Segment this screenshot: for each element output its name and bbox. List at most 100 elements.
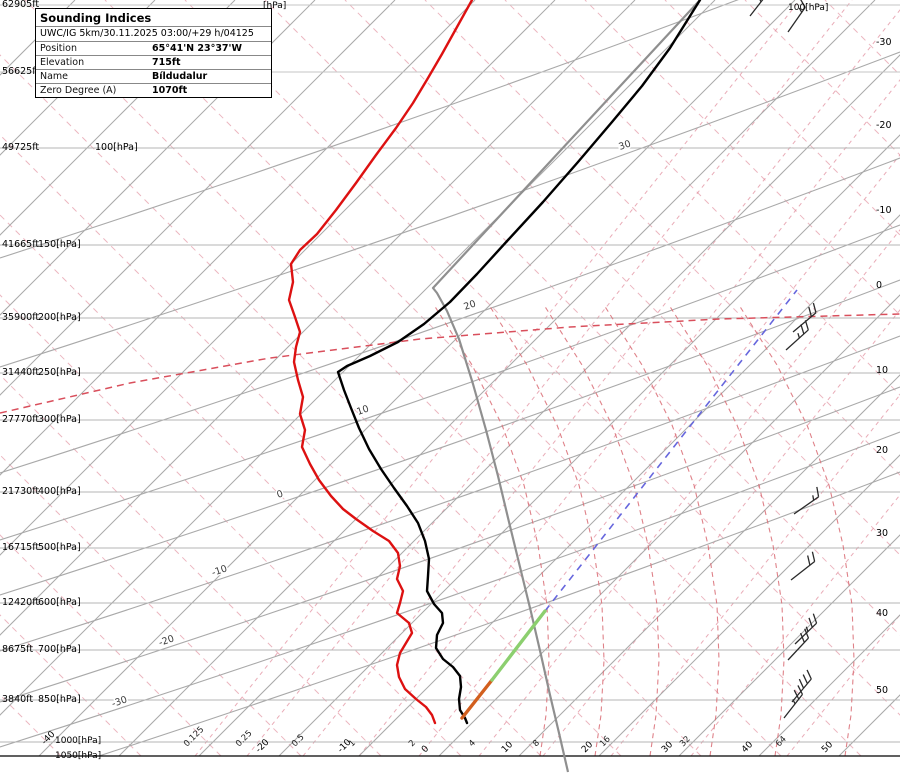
info-row-zero-degree: Zero Degree (A) 1070ft: [36, 83, 271, 97]
wind-barb: [787, 628, 810, 661]
adiabat-dashed-line: [0, 454, 302, 756]
barb-tick: [807, 555, 811, 566]
barb-shaft: [792, 312, 817, 333]
adiabat-dashed-line: [24, 0, 782, 756]
barb-tick: [798, 678, 805, 689]
moist-adiabat-curve: [488, 304, 605, 756]
isotherm-line: [38, 0, 796, 756]
adiabat-dashed-line: [264, 0, 900, 636]
adiabat-dashed-line: [0, 214, 542, 756]
adiabat-dashed-line: [0, 54, 702, 756]
adiabat-dashed-line: [0, 294, 462, 756]
isotherm-line: [0, 0, 636, 636]
barb-half-tick: [797, 332, 800, 339]
dry-adiabat-curve: [0, 0, 739, 259]
barb-shaft: [791, 678, 812, 703]
isotherm-line: [118, 0, 876, 756]
barb-shaft: [785, 329, 809, 351]
adiabat-dashed-line: [0, 614, 142, 756]
barb-tick: [812, 613, 818, 624]
wind-barb: [791, 669, 812, 703]
adiabat-dashed-line: [104, 0, 862, 756]
moist-adiabat-curve: [543, 304, 660, 756]
mixing-ratio-line: [418, 154, 900, 756]
mixing-ratio-line: [786, 613, 900, 756]
barb-tick: [797, 685, 804, 695]
mixing-ratio-line: [246, 0, 853, 756]
dewpoint-curve: [287, 0, 474, 725]
barb-tick: [811, 551, 816, 562]
barb-tick: [812, 302, 817, 313]
barb-shaft: [787, 7, 806, 33]
isotherm-line: [0, 0, 316, 316]
isotherm-line: [358, 214, 900, 756]
barb-shaft: [787, 637, 809, 661]
adiabat-dashed-line: [0, 374, 382, 756]
info-row-value: 1070ft: [152, 85, 188, 96]
info-row-label: Zero Degree (A): [40, 85, 117, 96]
mixing-ratio-line: [690, 494, 900, 756]
isotherm-line: [0, 0, 476, 476]
wind-barb: [792, 302, 817, 333]
info-row-value: Bíldudalur: [152, 71, 208, 82]
isotherm-line: [278, 134, 900, 756]
mixing-parcel-line: [544, 289, 798, 612]
moist-adiabat-curve: [668, 304, 785, 756]
isotherm-line: [0, 0, 716, 716]
isotherm-line: [198, 54, 900, 756]
isotherm-line: [0, 0, 396, 396]
barb-shaft: [749, 0, 764, 17]
barb-tick: [804, 320, 809, 331]
barb-half-tick: [792, 699, 796, 705]
mixing-ratio-line: [610, 394, 900, 756]
mixing-ratio-line: [302, 9, 900, 756]
wind-barb: [783, 685, 804, 719]
adiabat-label: 10: [355, 403, 370, 417]
barb-shaft: [794, 622, 818, 645]
adiabat-dashed-line: [744, 0, 900, 156]
barb-tick: [800, 632, 805, 643]
barb-tick: [806, 669, 812, 680]
mixing-ratio-line: [358, 79, 900, 756]
adiabat-label: -10: [210, 563, 228, 578]
info-row-value: 65°41'N 23°37'W: [152, 43, 242, 54]
barb-half-tick: [798, 7, 803, 13]
dry-adiabat-curve: [0, 279, 900, 596]
barb-tick: [793, 689, 800, 700]
adiabat-dashed-line: [0, 694, 62, 756]
isotherm-line: [0, 0, 76, 76]
info-row-label: Elevation: [40, 57, 85, 68]
barb-tick: [800, 324, 805, 335]
temperature-curve: [336, 0, 702, 725]
wind-barb: [787, 0, 806, 33]
adiabat-label: -30: [110, 694, 128, 709]
dry-adiabat-curve: [0, 431, 900, 748]
info-row-label: Position: [40, 43, 77, 54]
barb-tick: [804, 628, 810, 639]
adiabat-dashed-line: [424, 0, 900, 476]
info-row-name: Name Bíldudalur: [36, 69, 271, 83]
isotherm-line: [518, 374, 900, 756]
dry-adiabat-curve: [0, 157, 900, 474]
info-row-elevation: Elevation 715ft: [36, 55, 271, 69]
info-row-position: Position 65°41'N 23°37'W: [36, 41, 271, 55]
barb-tick: [816, 486, 820, 497]
mixing-ratio-line: [542, 309, 900, 756]
isotherm-line: [0, 0, 556, 556]
wind-barb: [749, 0, 764, 17]
barb-tick: [808, 617, 813, 628]
barb-half-tick: [805, 626, 809, 632]
mixing-ratio-line: [478, 229, 900, 756]
info-row-value: 715ft: [152, 57, 181, 68]
wind-barb: [794, 613, 818, 645]
barb-shaft: [783, 693, 803, 719]
isotherm-line: [0, 0, 156, 156]
dry-adiabat-curve: [97, 471, 900, 756]
barb-shaft: [793, 496, 819, 515]
moist-adiabat-curve: [603, 304, 720, 756]
cin-segment: [460, 678, 494, 720]
barb-half-tick: [759, 0, 762, 3]
